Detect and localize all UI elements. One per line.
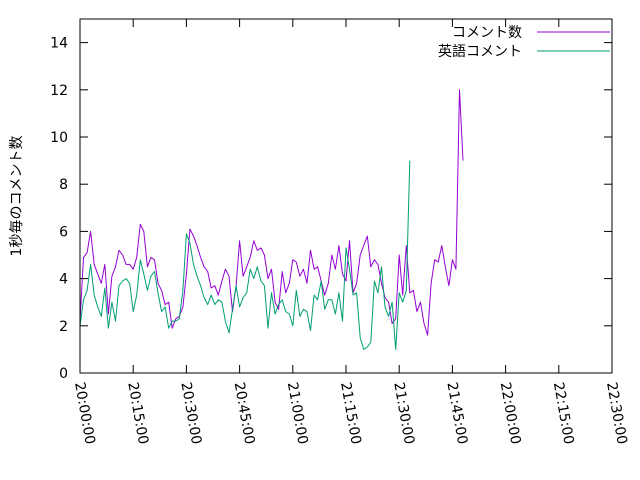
y-tick-label: 10 bbox=[50, 130, 68, 146]
y-tick-label: 2 bbox=[59, 319, 68, 335]
y-tick-label: 12 bbox=[50, 83, 68, 99]
y-tick-label: 6 bbox=[59, 224, 68, 240]
series-line bbox=[79, 160, 411, 350]
y-axis-label: 1秒毎のコメント数 bbox=[9, 136, 25, 257]
series-line bbox=[79, 89, 464, 336]
y-tick-label: 8 bbox=[59, 177, 68, 193]
legend-label: コメント数 bbox=[452, 25, 522, 41]
y-tick-label: 0 bbox=[59, 366, 68, 382]
y-tick-label: 4 bbox=[59, 272, 68, 288]
series-layer bbox=[79, 89, 464, 350]
legend-label: 英語コメント bbox=[438, 43, 522, 60]
y-tick-label: 14 bbox=[50, 36, 68, 52]
